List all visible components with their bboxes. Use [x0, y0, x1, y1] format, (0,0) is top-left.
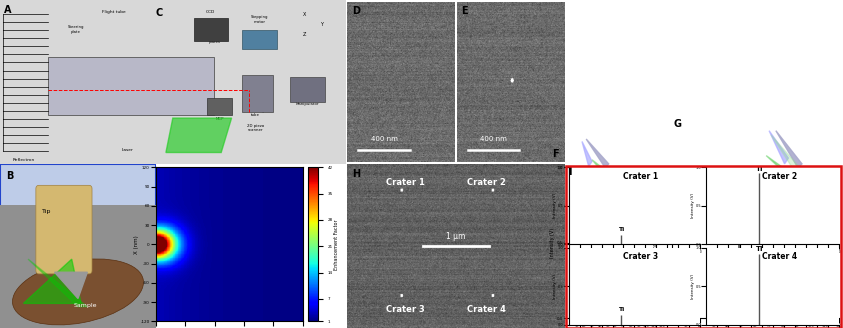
Text: Flight tube: Flight tube: [102, 10, 126, 14]
Text: 400 nm: 400 nm: [371, 136, 397, 142]
Text: Ti: Ti: [735, 166, 743, 172]
Text: Crater 1: Crater 1: [623, 172, 658, 181]
FancyBboxPatch shape: [242, 75, 273, 112]
Polygon shape: [24, 259, 81, 303]
FancyBboxPatch shape: [290, 77, 325, 102]
Ellipse shape: [13, 259, 143, 325]
FancyBboxPatch shape: [242, 30, 277, 49]
Y-axis label: Intensity (V): Intensity (V): [690, 193, 695, 218]
Text: H: H: [352, 169, 360, 179]
Text: G: G: [674, 119, 681, 129]
Text: Ti: Ti: [618, 307, 625, 312]
Text: Ti: Ti: [755, 166, 763, 172]
FancyBboxPatch shape: [48, 57, 214, 115]
Text: Crater 4: Crater 4: [762, 252, 797, 261]
Text: 400 nm: 400 nm: [481, 136, 507, 142]
Text: I: I: [568, 167, 572, 176]
Text: C: C: [156, 8, 164, 18]
Text: Level
plates: Level plates: [208, 35, 220, 44]
Polygon shape: [166, 118, 232, 153]
Text: Steering
plate: Steering plate: [67, 25, 84, 34]
FancyBboxPatch shape: [0, 164, 156, 328]
Text: Crater 4: Crater 4: [467, 305, 506, 314]
Text: Manipulator: Manipulator: [296, 102, 319, 106]
Text: Tip: Tip: [42, 209, 51, 214]
FancyBboxPatch shape: [207, 98, 232, 115]
Text: D: D: [352, 7, 360, 16]
Text: A: A: [3, 5, 11, 15]
Text: Crater 3: Crater 3: [623, 252, 658, 261]
Text: Scanning
tube: Scanning tube: [247, 109, 265, 117]
FancyBboxPatch shape: [194, 18, 228, 41]
X-axis label: m/z: m/z: [769, 255, 776, 258]
Text: Ti: Ti: [755, 246, 763, 252]
Text: Crater 3: Crater 3: [386, 305, 425, 314]
Text: Z: Z: [303, 32, 306, 37]
Text: Sample: Sample: [74, 303, 98, 308]
Text: Y: Y: [320, 22, 323, 27]
Text: Stepping
motor: Stepping motor: [250, 15, 268, 24]
Polygon shape: [55, 272, 88, 298]
Polygon shape: [28, 259, 88, 307]
X-axis label: m/z: m/z: [631, 255, 638, 258]
Y-axis label: Intensity (V): Intensity (V): [553, 193, 557, 218]
Y-axis label: X (nm): X (nm): [134, 235, 139, 254]
Y-axis label: Intensity (V): Intensity (V): [653, 228, 658, 258]
Text: F: F: [552, 149, 559, 159]
Y-axis label: Intensity (V): Intensity (V): [550, 228, 556, 258]
FancyBboxPatch shape: [36, 185, 92, 274]
Text: E: E: [461, 7, 468, 16]
Text: MCP: MCP: [215, 117, 223, 121]
Y-axis label: Intensity (V): Intensity (V): [690, 274, 695, 299]
Text: Crater 1: Crater 1: [386, 178, 426, 187]
Text: X: X: [303, 12, 306, 17]
Text: Crater 2: Crater 2: [762, 172, 797, 181]
Y-axis label: Intensity (V): Intensity (V): [553, 274, 557, 299]
Text: Laser: Laser: [122, 148, 134, 152]
Text: Crater 2: Crater 2: [467, 178, 506, 187]
FancyBboxPatch shape: [0, 205, 156, 328]
Text: Reflectron: Reflectron: [13, 158, 35, 162]
Text: CCD: CCD: [207, 10, 216, 14]
Text: 2D piezo
scanner: 2D piezo scanner: [247, 124, 265, 132]
Text: 1 μm: 1 μm: [447, 233, 465, 241]
Text: Ti: Ti: [618, 227, 625, 232]
Y-axis label: Enhancement Factor: Enhancement Factor: [335, 219, 340, 270]
Text: B: B: [6, 171, 13, 180]
